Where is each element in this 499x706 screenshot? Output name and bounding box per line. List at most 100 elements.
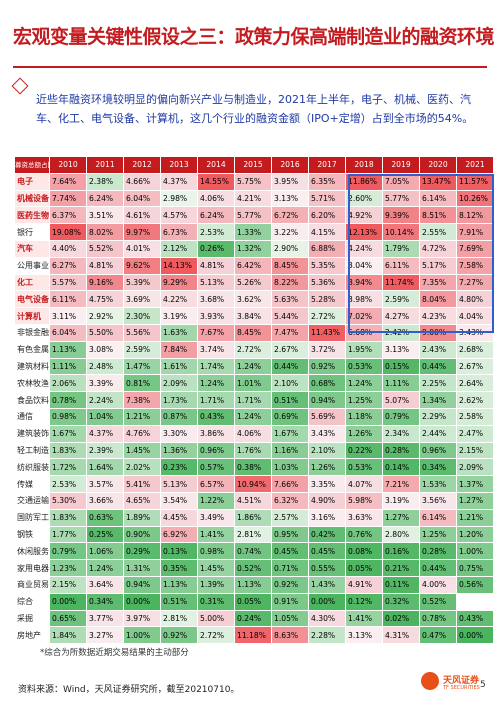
value-cell: 1.18% xyxy=(345,407,383,426)
value-cell: 2.68% xyxy=(456,340,494,359)
value-cell: 4.15% xyxy=(308,223,346,241)
industry-name: 有色金属 xyxy=(14,340,50,359)
industry-name: 纺织服装 xyxy=(14,458,50,477)
value-cell: 0.28% xyxy=(419,542,457,561)
value-cell: 8.45% xyxy=(234,323,272,342)
table-row: 家用电器 1.23% 1.24% 1.31% 0.35% 1.45% 0.52% 0.71% 0… xyxy=(14,559,494,577)
value-cell: 0.32% xyxy=(382,592,420,611)
value-cell: 0.05% xyxy=(234,592,272,611)
value-cell: 8.12% xyxy=(456,206,494,225)
value-cell: 3.43% xyxy=(456,323,494,342)
value-cell: 1.20% xyxy=(456,525,494,544)
value-cell: 11.57% xyxy=(456,172,494,191)
value-cell: 1.04% xyxy=(86,407,124,426)
value-cell: 2.12% xyxy=(160,239,198,258)
value-cell: 2.67% xyxy=(271,340,309,359)
value-cell: 19.08% xyxy=(49,223,87,241)
value-cell: 0.31% xyxy=(197,592,235,611)
value-cell: 0.91% xyxy=(271,592,309,611)
value-cell: 3.19% xyxy=(382,491,420,510)
value-cell: 6.32% xyxy=(271,491,309,510)
value-cell: 5.26% xyxy=(234,273,272,292)
value-cell: 2.43% xyxy=(419,340,457,359)
value-cell: 5.57% xyxy=(49,273,87,292)
value-cell: 1.11% xyxy=(49,357,87,376)
value-cell: 2.53% xyxy=(197,223,235,241)
value-cell: 9.62% xyxy=(123,256,161,275)
table-row: 房地产 1.84% 3.27% 1.00% 0.92% 2.72% 11.18% 8.63% 2… xyxy=(14,626,494,645)
value-cell: 2.15% xyxy=(456,441,494,460)
value-cell: 0.44% xyxy=(419,559,457,577)
value-cell: 1.84% xyxy=(49,626,87,645)
logo-icon xyxy=(421,672,439,690)
value-cell: 5.50% xyxy=(86,323,124,342)
value-cell: 0.55% xyxy=(308,559,346,577)
year-header: 2013 xyxy=(160,156,198,174)
footer-note: *综合为所数据近期交易结果的主动部分 xyxy=(40,648,189,658)
table-row: 农林牧渔 2.06% 3.39% 0.81% 2.09% 1.24% 1.01% 2.10% 0… xyxy=(14,374,494,393)
industry-name: 机械设备 xyxy=(14,189,50,208)
value-cell: 0.23% xyxy=(160,458,198,477)
value-cell: 3.27% xyxy=(86,626,124,645)
value-cell: 0.53% xyxy=(345,458,383,477)
value-cell: 0.78% xyxy=(49,391,87,409)
value-cell: 0.45% xyxy=(308,542,346,561)
value-cell: 3.11% xyxy=(49,307,87,325)
company-logo: 天风证券 TF SECURITIES xyxy=(421,670,491,696)
value-cell: 0.16% xyxy=(382,542,420,561)
value-cell: 3.97% xyxy=(123,609,161,628)
value-cell: 6.57% xyxy=(197,475,235,493)
value-cell: 1.79% xyxy=(382,239,420,258)
value-cell: 2.34% xyxy=(382,424,420,443)
value-cell: 1.83% xyxy=(49,441,87,460)
value-cell: 0.75% xyxy=(456,559,494,577)
value-cell: 6.73% xyxy=(160,223,198,241)
industry-name: 国防军工 xyxy=(14,508,50,527)
value-cell: 6.24% xyxy=(86,189,124,208)
industry-name: 农林牧渔 xyxy=(14,374,50,393)
value-cell: 3.72% xyxy=(308,340,346,359)
value-cell: 0.95% xyxy=(271,525,309,544)
value-cell: 9.97% xyxy=(123,223,161,241)
value-cell: 1.37% xyxy=(456,475,494,493)
value-cell: 1.76% xyxy=(234,441,272,460)
value-cell: 6.35% xyxy=(308,172,346,191)
value-cell: 1.25% xyxy=(419,525,457,544)
value-cell: 2.60% xyxy=(345,189,383,208)
value-cell: 4.37% xyxy=(86,424,124,443)
value-cell: 10.94% xyxy=(234,475,272,493)
value-cell: 0.94% xyxy=(123,575,161,594)
value-cell: 0.96% xyxy=(419,441,457,460)
industry-name: 医药生物 xyxy=(14,206,50,225)
value-cell: 2.90% xyxy=(271,239,309,258)
value-cell: 0.38% xyxy=(234,458,272,477)
value-cell: 2.55% xyxy=(419,223,457,241)
industry-name: 汽车 xyxy=(14,239,50,258)
industry-name: 食品饮料 xyxy=(14,391,50,409)
value-cell: 5.63% xyxy=(271,290,309,309)
value-cell: 2.24% xyxy=(86,391,124,409)
value-cell: 4.37% xyxy=(160,172,198,191)
value-cell: 2.30% xyxy=(123,307,161,325)
value-cell: 3.77% xyxy=(86,609,124,628)
value-cell: 1.63% xyxy=(160,323,198,342)
value-cell: 11.43% xyxy=(308,323,346,342)
value-cell: 6.04% xyxy=(123,189,161,208)
value-cell: 0.57% xyxy=(197,458,235,477)
value-cell: 0.05% xyxy=(345,559,383,577)
value-cell: 1.33% xyxy=(234,223,272,241)
source-note: 资料来源：Wind，天风证券研究所，截至20210710。 xyxy=(18,685,240,695)
value-cell: 5.44% xyxy=(271,307,309,325)
industry-name: 银行 xyxy=(14,223,50,241)
value-cell: 2.28% xyxy=(308,626,346,645)
value-cell: 8.45% xyxy=(271,256,309,275)
value-cell: 4.57% xyxy=(160,206,198,225)
value-cell: 0.14% xyxy=(382,458,420,477)
year-header: 2015 xyxy=(234,156,272,174)
value-cell: 6.20% xyxy=(308,206,346,225)
value-cell: 2.10% xyxy=(271,374,309,393)
value-cell: 4.22% xyxy=(160,290,198,309)
year-header: 2018 xyxy=(345,156,383,174)
value-cell: 0.34% xyxy=(419,458,457,477)
title-divider xyxy=(13,66,487,68)
